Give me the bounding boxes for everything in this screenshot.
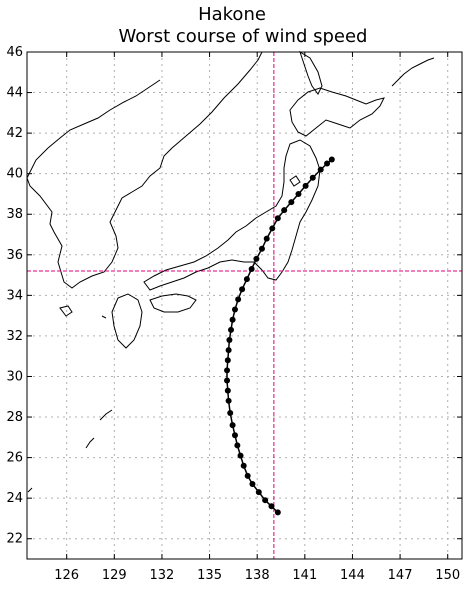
y-tick-label: 28 — [6, 410, 23, 425]
x-tick-label: 144 — [340, 568, 365, 583]
y-tick-label: 36 — [6, 248, 23, 263]
track-point — [328, 156, 335, 163]
x-tick-label: 141 — [292, 568, 317, 583]
x-tick-label: 135 — [197, 568, 222, 583]
x-tick-label: 150 — [435, 568, 460, 583]
y-tick-label: 32 — [6, 329, 23, 344]
y-tick-label: 44 — [6, 86, 23, 101]
track-point — [225, 347, 232, 354]
x-tick-label: 126 — [54, 568, 79, 583]
track-point — [288, 199, 295, 206]
track-point — [274, 509, 281, 516]
x-tick-label: 132 — [150, 568, 175, 583]
reference-crosshair — [27, 52, 462, 559]
chart-subtitle: Worst course of wind speed — [119, 26, 368, 47]
track-point — [269, 225, 276, 232]
track-point — [302, 182, 309, 189]
track-point — [243, 276, 250, 283]
plot-frame — [26, 51, 463, 560]
track-point — [262, 497, 269, 504]
track-point — [231, 306, 238, 313]
track-point — [224, 377, 231, 384]
track-point — [309, 174, 316, 181]
track-point — [229, 422, 236, 429]
grid-lines — [27, 51, 462, 559]
y-axis-ticks: 22 24 26 28 30 32 34 36 38 40 42 44 46 — [6, 45, 462, 547]
y-tick-label: 24 — [6, 491, 23, 506]
y-tick-label: 26 — [6, 451, 23, 466]
track-point — [268, 503, 275, 510]
track-point — [235, 296, 242, 303]
track-point — [231, 432, 238, 439]
track-point — [229, 316, 236, 323]
track-point — [224, 357, 231, 364]
track-point — [281, 207, 288, 214]
y-tick-label: 34 — [6, 288, 23, 303]
track-point — [224, 367, 231, 374]
track-point — [239, 286, 246, 293]
y-tick-label: 40 — [6, 167, 23, 182]
y-tick-label: 38 — [6, 207, 23, 222]
track-point — [258, 245, 265, 252]
y-tick-label: 42 — [6, 126, 23, 141]
track-point — [248, 265, 255, 272]
track-point — [249, 480, 256, 487]
track-point — [317, 166, 324, 173]
track-point — [324, 160, 331, 167]
track-point — [234, 442, 241, 449]
y-tick-label: 46 — [6, 45, 23, 60]
x-axis-ticks: 126 129 132 135 138 141 144 147 150 — [54, 52, 460, 583]
track-point — [224, 387, 231, 394]
x-tick-label: 138 — [245, 568, 270, 583]
chart-title: Hakone — [198, 4, 266, 25]
track-point — [225, 397, 232, 404]
track-point — [244, 472, 251, 479]
track-point — [228, 326, 235, 333]
track-point — [237, 452, 244, 459]
track-point — [227, 409, 234, 416]
track-point — [255, 489, 262, 496]
track-point — [295, 190, 302, 197]
storm-track — [224, 156, 335, 516]
track-point — [253, 255, 260, 262]
coastline-map — [26, 50, 435, 493]
x-tick-label: 129 — [102, 568, 127, 583]
y-tick-label: 30 — [6, 369, 23, 384]
track-point — [274, 215, 281, 222]
track-point — [263, 235, 270, 242]
track-point — [240, 462, 247, 469]
x-tick-label: 147 — [388, 568, 413, 583]
y-tick-label: 22 — [6, 532, 23, 547]
track-point — [226, 336, 233, 343]
